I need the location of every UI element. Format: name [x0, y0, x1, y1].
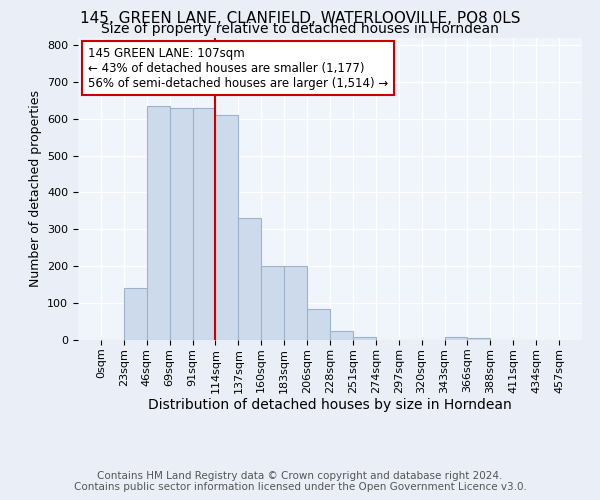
Bar — [170, 108, 193, 340]
Bar — [307, 308, 330, 340]
Text: 145, GREEN LANE, CLANFIELD, WATERLOOVILLE, PO8 0LS: 145, GREEN LANE, CLANFIELD, WATERLOOVILL… — [80, 11, 520, 26]
Bar — [215, 115, 238, 340]
Text: 145 GREEN LANE: 107sqm
← 43% of detached houses are smaller (1,177)
56% of semi-: 145 GREEN LANE: 107sqm ← 43% of detached… — [88, 46, 388, 90]
Bar — [353, 337, 376, 340]
Bar — [284, 266, 307, 340]
Bar — [467, 338, 490, 340]
Text: Size of property relative to detached houses in Horndean: Size of property relative to detached ho… — [101, 22, 499, 36]
Bar — [330, 331, 353, 340]
Bar — [147, 106, 170, 340]
Bar — [124, 288, 147, 340]
Bar — [261, 266, 284, 340]
Bar — [238, 218, 261, 340]
X-axis label: Distribution of detached houses by size in Horndean: Distribution of detached houses by size … — [148, 398, 512, 412]
Bar — [193, 108, 215, 340]
Bar — [445, 337, 467, 340]
Y-axis label: Number of detached properties: Number of detached properties — [29, 90, 41, 287]
Text: Contains HM Land Registry data © Crown copyright and database right 2024.
Contai: Contains HM Land Registry data © Crown c… — [74, 471, 526, 492]
